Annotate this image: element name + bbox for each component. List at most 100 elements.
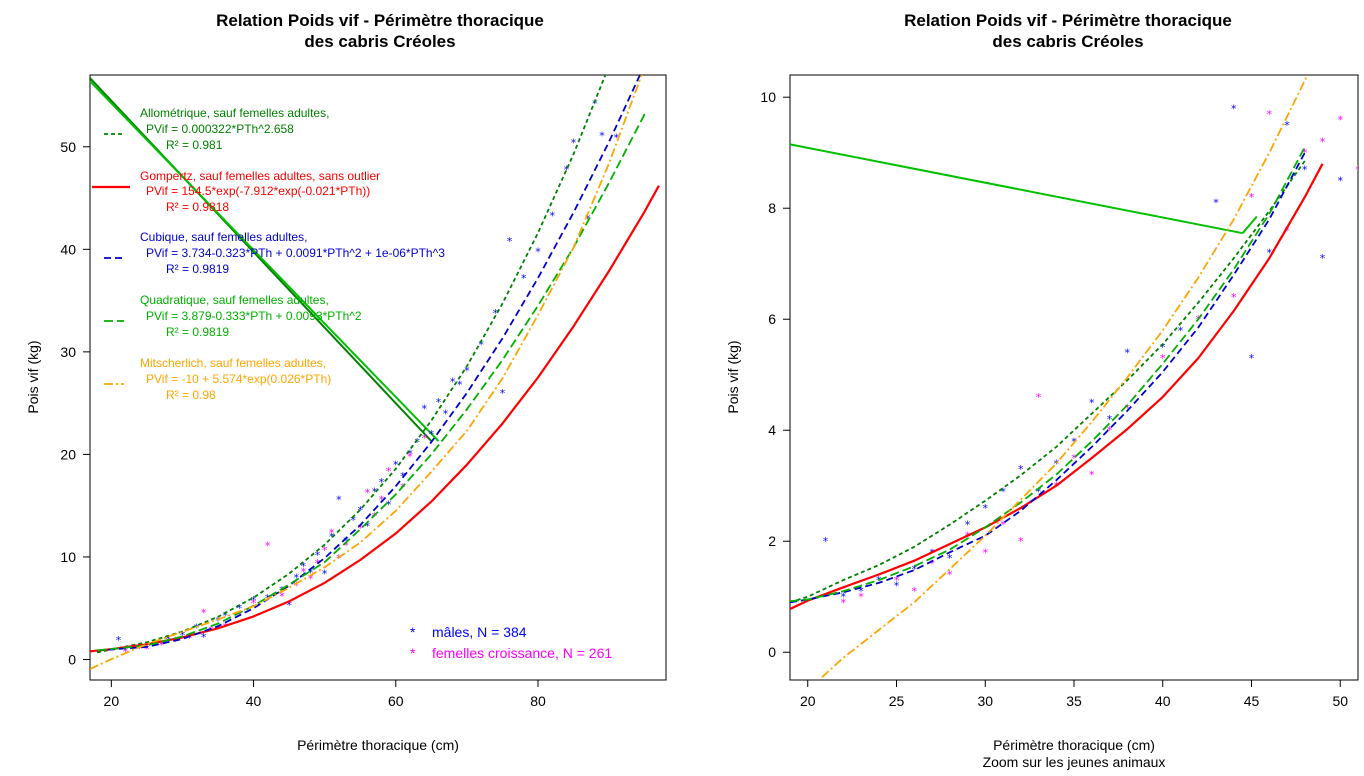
left-x-tick-label: 80 [530, 693, 546, 709]
male-point: * [1320, 252, 1326, 265]
left-y-tick-label: 0 [68, 651, 76, 667]
female-point: * [1355, 163, 1361, 176]
female-point: * [1338, 113, 1344, 126]
female-point: * [841, 596, 847, 609]
male-point: * [1302, 163, 1308, 176]
male-point: * [983, 502, 989, 515]
female-point: * [912, 585, 918, 598]
female-point: * [1267, 108, 1273, 121]
legend-mitscherlich-name: Mitscherlich, sauf femelles adultes, [140, 356, 326, 370]
male-point: * [858, 585, 864, 598]
female-point: * [1000, 519, 1006, 532]
legend-cubic-formula: PVif = 3.734-0.323*PTh + 0.0091*PTh^2 + … [146, 246, 445, 260]
male-point: * [549, 209, 555, 222]
female-point: * [301, 565, 307, 578]
female-point: * [336, 552, 342, 565]
right-x-tick-label: 45 [1244, 693, 1260, 709]
left-x-ticks: 20 40 60 80 [104, 680, 546, 709]
female-point: * [1036, 391, 1042, 404]
legend-quadratic-formula: PVif = 3.879-0.333*PTh + 0.0093*PTh^2 [146, 309, 362, 323]
female-point: * [1284, 224, 1290, 237]
legend-quadratic-name: Quadratique, sauf femelles adultes, [140, 293, 329, 307]
female-point: * [365, 486, 371, 499]
male-point: * [237, 602, 243, 615]
right-x-ticks: 20 25 30 35 40 45 50 [800, 680, 1348, 709]
left-y-tick-label: 30 [60, 344, 76, 360]
female-point: * [386, 465, 392, 478]
male-point: * [293, 571, 299, 584]
male-point: * [301, 560, 307, 573]
legend-allometric-r2: R² = 0.981 [166, 138, 223, 152]
female-point: * [251, 597, 257, 610]
male-point: * [535, 245, 541, 258]
male-point: * [1160, 341, 1166, 354]
male-point: * [564, 163, 570, 176]
male-point: * [407, 447, 413, 460]
male-point: * [1178, 324, 1184, 337]
male-point: * [493, 307, 499, 320]
right-x-tick-label: 25 [889, 693, 905, 709]
left-plot-frame [89, 74, 667, 681]
female-point: * [308, 572, 314, 585]
female-point: * [222, 621, 228, 634]
legend-gompertz-r2: R² = 0.9818 [166, 200, 229, 214]
male-point: * [478, 339, 484, 352]
legend-mitscherlich-r2: R² = 0.98 [166, 388, 216, 402]
female-point: * [144, 643, 150, 656]
male-point: * [841, 591, 847, 604]
male-point: * [116, 634, 122, 647]
male-point: * [450, 376, 456, 389]
right-x-tick-label: 40 [1155, 693, 1171, 709]
male-point: * [894, 580, 900, 593]
male-point: * [350, 514, 356, 527]
male-point: * [201, 631, 207, 644]
female-point: * [929, 557, 935, 570]
legend-cubic-r2: R² = 0.9819 [166, 262, 229, 276]
right-title-line2: des cabris Créoles [992, 32, 1143, 51]
female-point: * [947, 569, 953, 582]
male-point: * [1018, 463, 1024, 476]
right-annotation-line [1241, 215, 1258, 234]
left-annotation-line [90, 80, 440, 442]
right-x-tick-label: 50 [1332, 693, 1348, 709]
male-point: * [965, 519, 971, 532]
male-point: * [823, 535, 829, 548]
legend-gompertz-name: Gompertz, sauf femelles adultes, sans ou… [140, 169, 380, 183]
female-point: * [1125, 402, 1131, 415]
male-point: * [251, 594, 257, 607]
male-point: * [1338, 174, 1344, 187]
male-point: * [1000, 485, 1006, 498]
right-x-axis-label: Périmètre thoracique (cm) [993, 737, 1155, 753]
right-y-tick-label: 10 [760, 89, 776, 105]
legend-allometric-formula: PVif = 0.000322*PTh^2.658 [146, 122, 294, 136]
male-point: * [947, 552, 953, 565]
female-point: * [279, 590, 285, 603]
left-quadratic-curve [97, 113, 646, 652]
left-y-tick-label: 20 [60, 446, 76, 462]
right-allometric-curve [790, 160, 1306, 604]
female-point: * [858, 591, 864, 604]
female-point: * [1018, 535, 1024, 548]
right-mitscherlich-curve [821, 75, 1309, 678]
female-point: * [1320, 136, 1326, 149]
male-point: * [1249, 352, 1255, 365]
female-point: * [379, 494, 385, 507]
male-point: * [1107, 413, 1113, 426]
male-point: * [500, 387, 506, 400]
male-point: * [1213, 197, 1219, 210]
male-point: * [336, 494, 342, 507]
right-y-axis-label: Pois vif (kg) [725, 340, 741, 413]
male-point: * [912, 563, 918, 576]
female-point: * [158, 639, 164, 652]
right-x-axis-sublabel: Zoom sur les jeunes animaux [983, 754, 1166, 770]
female-point: * [1249, 191, 1255, 204]
male-point: * [194, 622, 200, 635]
male-point: * [521, 272, 527, 285]
male-point: * [393, 459, 399, 472]
legend-males-label: mâles, N = 384 [432, 624, 527, 640]
right-y-tick-label: 2 [768, 533, 776, 549]
male-point: * [1089, 396, 1095, 409]
legend-females-label: femelles croissance, N = 261 [432, 645, 612, 661]
male-point: * [436, 396, 442, 409]
